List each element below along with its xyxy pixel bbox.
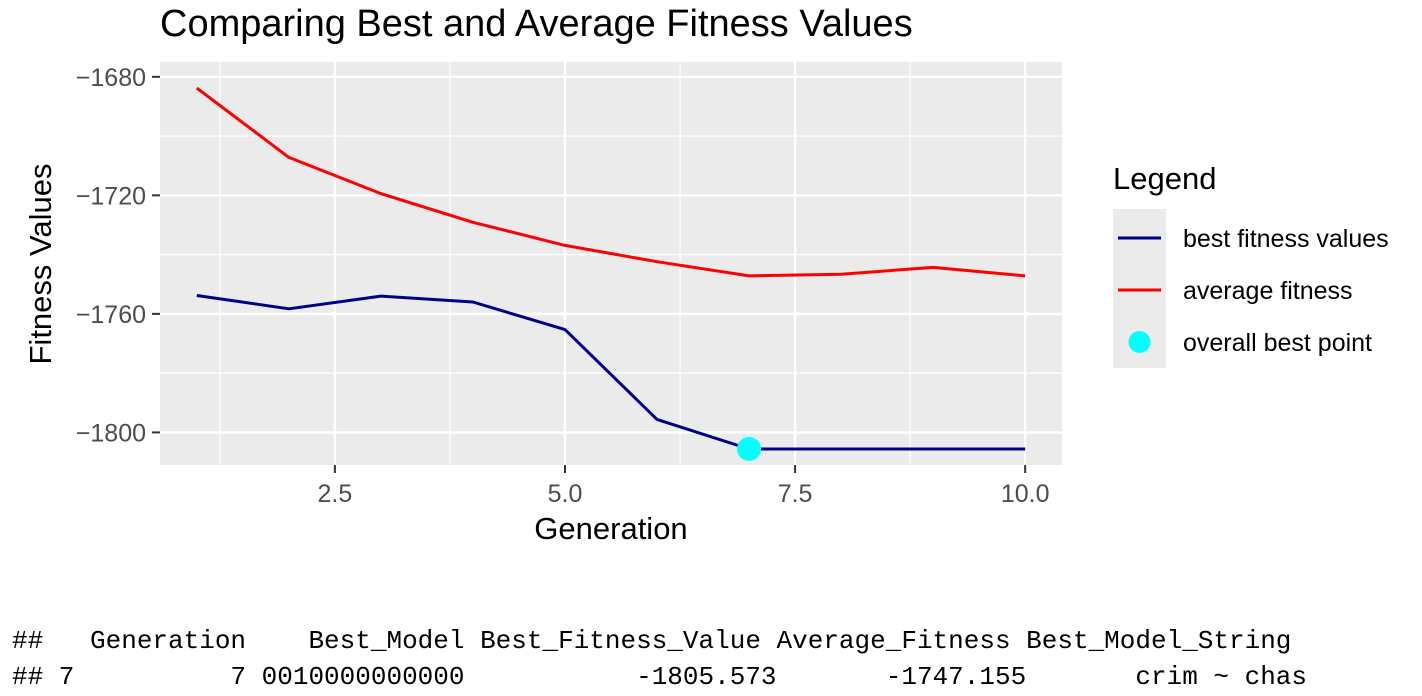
x-axis-label: Generation <box>534 511 687 546</box>
x-tick-label: 2.5 <box>317 480 352 508</box>
legend-label-average-fitness: average fitness <box>1183 277 1353 305</box>
legend-label-best-fitness-values: best fitness values <box>1183 225 1389 253</box>
y-axis-label: Fitness Values <box>23 163 58 364</box>
y-tick-label: −1720 <box>76 182 146 210</box>
y-tick-label: −1760 <box>76 301 146 329</box>
x-axis-ticks: 2.5 5.0 7.5 10.0 <box>317 465 1050 508</box>
console-row: ## 7 7 0010000000000 -1805.573 -1747.155… <box>12 662 1308 692</box>
y-tick-label: −1680 <box>76 64 146 92</box>
y-axis-ticks: −1680 −1720 −1760 −1800 <box>76 64 160 447</box>
legend-key-overall-best-point <box>1128 331 1151 353</box>
fitness-chart: Comparing Best and Average Fitness Value… <box>23 3 1389 546</box>
series-lines <box>195 86 1026 451</box>
plot-panel <box>160 62 1062 465</box>
legend-title: Legend <box>1113 161 1216 196</box>
x-tick-label: 10.0 <box>1001 480 1050 508</box>
average-fitness-line <box>195 86 1026 278</box>
legend: Legend best fitness values average fitnes… <box>1113 161 1389 368</box>
overall-best-point <box>737 436 762 461</box>
best-point-markers <box>737 436 762 461</box>
best-fitness-values-line <box>196 294 1026 451</box>
console-header: ## Generation Best_Model Best_Fitness_Va… <box>12 626 1292 656</box>
x-tick-label: 7.5 <box>778 480 813 508</box>
y-tick-label: −1800 <box>76 419 146 447</box>
chart-title: Comparing Best and Average Fitness Value… <box>160 3 913 45</box>
x-tick-label: 5.0 <box>548 480 583 508</box>
legend-label-overall-best-point: overall best point <box>1183 329 1372 357</box>
